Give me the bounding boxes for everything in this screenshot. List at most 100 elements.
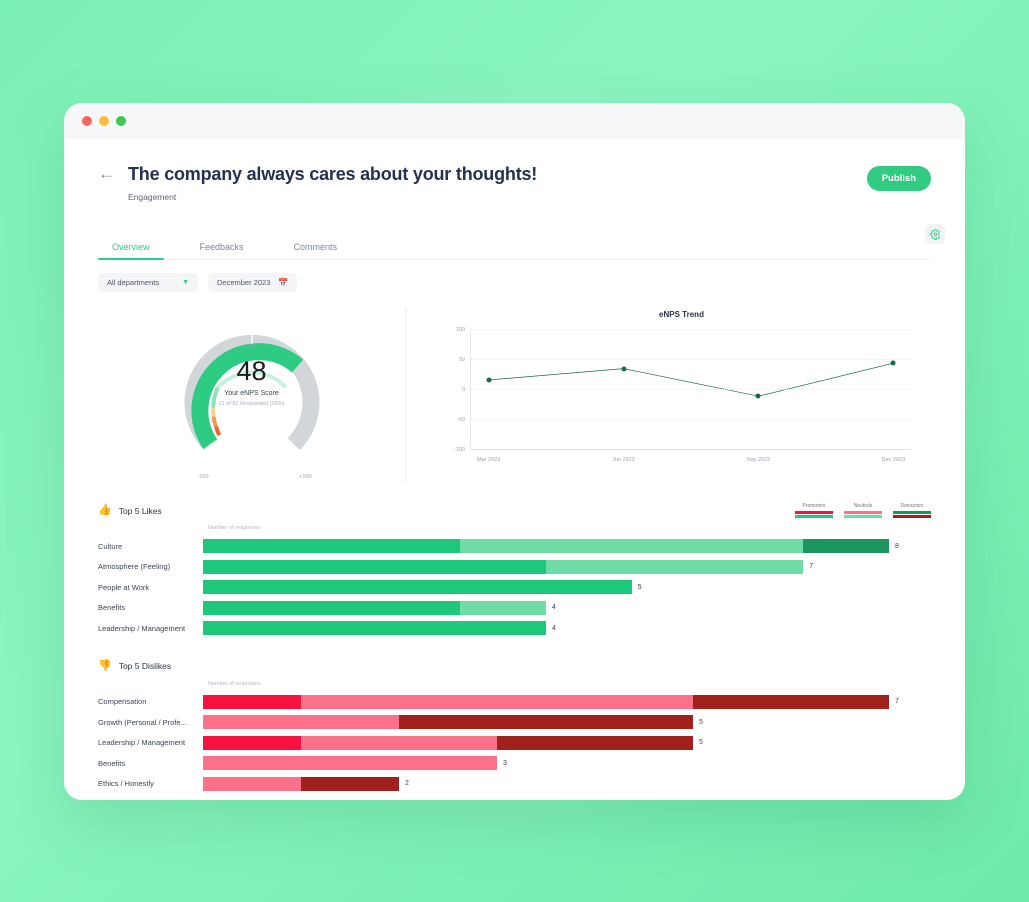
bar-track: 2	[203, 774, 931, 795]
top-panels: 0 -100 +100 48 Your eNPS Score 21 of 82 …	[98, 308, 931, 483]
bar-segment-promoters	[203, 694, 301, 709]
bar-segment-neutrals	[203, 715, 399, 730]
bar-category-label: Growth (Personal / Profe...	[98, 717, 187, 727]
legend-label-neutrals: Neutrals	[853, 503, 873, 509]
stacked-bar[interactable]	[203, 715, 693, 730]
gauge-tick-zero: 0	[249, 344, 254, 350]
calendar-icon: 📅	[278, 278, 289, 287]
bar-segment-neutrals	[301, 694, 693, 709]
bar-segment-detractors	[803, 539, 889, 554]
department-filter-value: All departments	[107, 278, 160, 287]
legend-label-promoters: Promoters	[802, 503, 826, 509]
y-axis-tick: 50	[458, 357, 465, 363]
arrow-left-icon[interactable]: ←	[98, 164, 115, 183]
title-block: The company always cares about your thou…	[128, 164, 867, 202]
legend-swatch-neutrals-green	[844, 515, 882, 518]
bar-value-label: 5	[699, 739, 703, 747]
bar-row: Compensation 7	[98, 692, 931, 713]
bar-track: 4	[203, 618, 931, 639]
data-point	[621, 366, 627, 372]
bar-track: 5	[203, 733, 931, 754]
bar-segment-neutrals	[203, 756, 497, 771]
app-window: ← The company always cares about your th…	[64, 103, 965, 800]
bar-track: 8	[203, 536, 931, 557]
page-subtitle: Engagement	[128, 192, 177, 202]
legend-item-promoters: Promoters	[795, 503, 833, 518]
top-dislikes-section: 👎 Top 5 Dislikes Number of responses Com…	[98, 660, 931, 795]
top-dislikes-chart: Number of responses Compensation 7 Growth …	[98, 681, 931, 795]
bar-value-label: 4	[552, 624, 556, 632]
close-icon[interactable]	[82, 116, 92, 126]
bar-value-label: 5	[699, 718, 703, 726]
tab-overview[interactable]: Overview	[98, 236, 164, 260]
bar-row: Benefits 3	[98, 753, 931, 774]
stacked-bar[interactable]	[203, 559, 804, 574]
thumbs-up-icon: 👍	[98, 504, 112, 516]
gridline: -100	[454, 447, 911, 453]
top-likes-axis-caption: Number of responses	[208, 525, 261, 531]
gauge-tick-max: +100	[299, 474, 312, 480]
period-filter-value: December 2023	[217, 278, 271, 287]
minimize-icon[interactable]	[99, 116, 109, 126]
top-likes-section: 👍 Top 5 Likes Promoters Neutrals Detrac	[98, 503, 931, 639]
y-axis-tick: -100	[453, 447, 465, 453]
gridline: -50	[457, 417, 911, 423]
data-point	[486, 377, 492, 383]
stacked-bar[interactable]	[203, 621, 546, 636]
stacked-bar[interactable]	[203, 580, 632, 595]
legend-swatch-neutrals-red	[844, 511, 882, 514]
gauge-center-labels: 48 Your eNPS Score 21 of 82 Responded (2…	[172, 356, 332, 407]
stacked-bar[interactable]	[203, 735, 693, 750]
bar-track: 7	[203, 557, 931, 578]
bar-value-label: 7	[809, 563, 814, 571]
legend-item-neutrals: Neutrals	[844, 503, 882, 518]
top-likes-title: Top 5 Likes	[118, 505, 162, 516]
bar-row: Ethics / Honestly 2	[98, 774, 931, 795]
enps-trend-panel: eNPS Trend 100 50 0 -50 -100 Mar 2023 Jun 2023…	[406, 308, 931, 483]
bar-row: Leadership / Management 4	[98, 618, 931, 639]
bar-segment-promoters	[203, 735, 301, 750]
enps-trend-title: eNPS Trend	[659, 310, 704, 319]
bar-segment-neutrals	[460, 539, 804, 554]
gear-icon[interactable]	[925, 224, 945, 244]
top-likes-rows: Culture 8 Atmosphere (Feeling) 7 People at W…	[98, 536, 931, 639]
bar-value-label: 3	[503, 759, 507, 767]
window-titlebar	[64, 103, 965, 139]
bar-row: Growth (Personal / Profe... 5	[98, 712, 931, 733]
department-filter[interactable]: All departments ▼	[98, 273, 198, 292]
bar-category-label: Leadership / Management	[98, 738, 186, 748]
bar-category-label: Atmosphere (Feeling)	[98, 562, 171, 572]
bar-segment-promoters	[203, 559, 546, 574]
stacked-bar[interactable]	[203, 756, 497, 771]
enps-trend-line	[471, 329, 911, 449]
top-dislikes-axis-caption: Number of responses	[208, 680, 261, 687]
bar-category-label: People at Work	[98, 582, 150, 592]
period-filter[interactable]: December 2023 📅	[208, 273, 298, 292]
bar-value-label: 2	[405, 780, 409, 788]
bar-category-label: Compensation	[98, 697, 147, 707]
maximize-icon[interactable]	[116, 116, 126, 126]
bar-segment-detractors	[497, 735, 693, 750]
stacked-bar[interactable]	[203, 694, 889, 709]
bar-category-label: Culture	[98, 541, 123, 551]
stacked-bar[interactable]	[203, 776, 399, 791]
bar-segment-neutrals	[460, 600, 546, 615]
tab-bar: Overview Feedbacks Comments	[98, 236, 931, 260]
page-header: ← The company always cares about your th…	[98, 139, 931, 202]
x-axis-tick: Sep 2023	[746, 457, 771, 463]
bar-segment-promoters	[203, 580, 632, 595]
tab-comments[interactable]: Comments	[293, 242, 338, 252]
publish-button[interactable]: Publish	[866, 166, 931, 191]
stacked-bar[interactable]	[203, 600, 546, 615]
bar-segment-neutrals	[546, 559, 804, 574]
stacked-bar[interactable]	[203, 539, 889, 554]
top-dislikes-title: Top 5 Dislikes	[118, 661, 172, 671]
bar-row: Atmosphere (Feeling) 7	[98, 557, 931, 578]
tab-feedbacks[interactable]: Feedbacks	[199, 242, 244, 252]
legend-swatch-detractors-green	[893, 511, 931, 514]
bar-value-label: 8	[895, 542, 899, 550]
gridline: 50	[459, 357, 911, 363]
enps-trend-plot: 100 50 0 -50 -100 Mar 2023 Jun 2023 Sep 2023 Dec…	[454, 327, 911, 463]
bar-segment-detractors	[301, 776, 399, 791]
bar-track: 4	[203, 598, 931, 619]
